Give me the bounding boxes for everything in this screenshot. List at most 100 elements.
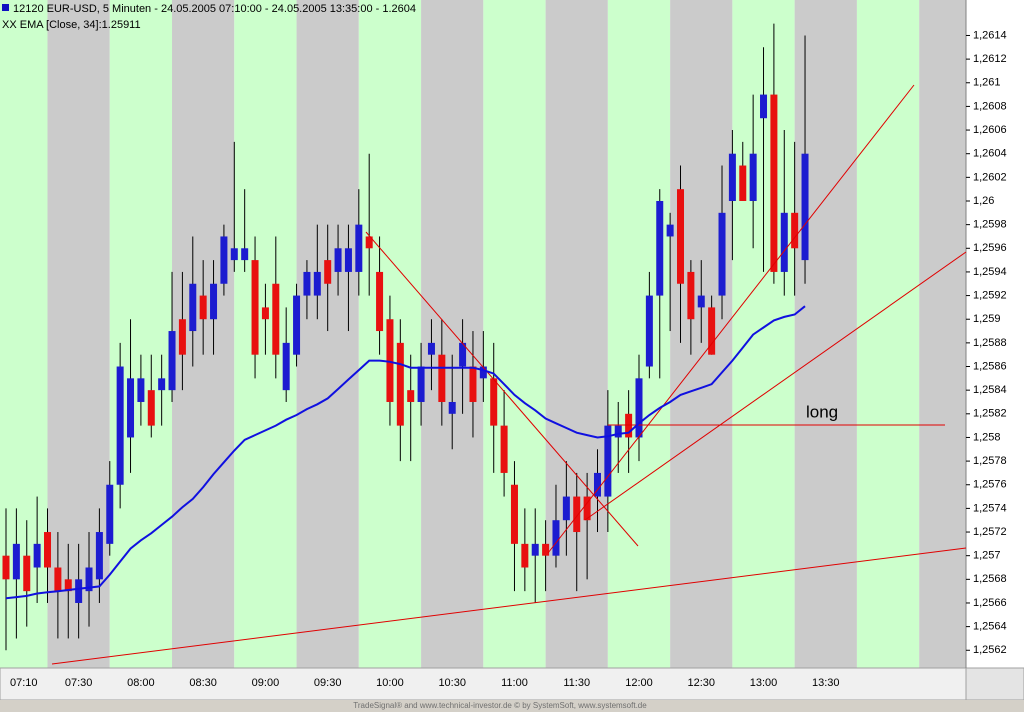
y-tick-label: 1,2572 [973,526,1007,538]
candle-body [780,212,788,272]
candle-body [220,236,228,284]
y-tick-label: 1,257 [973,550,1001,562]
candle-body [127,378,135,438]
y-tick-label: 1,2578 [973,455,1007,467]
y-tick-label: 1,26 [973,195,994,207]
y-tick-label: 1,2604 [973,148,1007,160]
candle-body [708,307,716,355]
x-tick-label: 10:00 [376,677,404,689]
time-band [296,0,359,668]
axis-corner [965,667,1024,701]
candle-body [85,567,93,592]
candle-body [770,94,778,272]
candle-body [697,295,705,308]
y-tick-label: 1,259 [973,313,1001,325]
candle-body [293,295,301,355]
candle-body [54,567,62,592]
x-tick-label: 11:00 [501,677,528,689]
candle-body [531,543,539,556]
y-tick-label: 1,2582 [973,408,1007,420]
y-tick-label: 1,2568 [973,573,1007,585]
candle-body [230,248,238,261]
x-tick-label: 08:00 [127,677,155,689]
candle-body [521,543,529,568]
y-tick-label: 1,2602 [973,171,1007,183]
candle-body [656,200,664,296]
candle-body [510,484,518,544]
y-tick-label: 1,2588 [973,337,1007,349]
candle-body [324,260,332,284]
candle-body [189,283,197,332]
footer: TradeSignal® and www.technical-investor.… [353,701,647,710]
candle-body [625,413,633,438]
candle-body [614,425,622,438]
candle-body [562,496,570,521]
candle-body [44,532,52,568]
candle-body [64,579,72,592]
candle-body [355,224,363,272]
candle-body [251,260,259,355]
y-tick-label: 1,2584 [973,384,1007,396]
candle-body [479,366,487,379]
candle-body [573,496,581,533]
candle-body [469,366,477,402]
candle-body [718,212,726,296]
trend-line [365,231,639,547]
time-band [919,0,966,668]
candle-body [106,484,114,544]
candle-body [168,331,176,391]
candle-body [137,378,145,402]
candle-body [448,401,456,414]
y-tick-label: 1,2562 [973,644,1007,656]
x-tick-label: 13:00 [750,677,778,689]
y-tick-label: 1,261 [973,77,1001,89]
price-axis-bg [966,0,1024,668]
x-tick-label: 12:30 [687,677,715,689]
y-tick-label: 1,2564 [973,621,1007,633]
time-band [109,0,173,668]
y-tick-label: 1,2576 [973,479,1007,491]
candle-body [677,189,685,284]
x-tick-label: 08:30 [189,677,217,689]
candle-body [760,94,768,119]
time-axis-bg [0,667,1024,701]
candle-body [666,224,674,237]
candle-body [490,378,498,426]
y-tick-label: 1,2596 [973,242,1007,254]
time-band [856,0,920,668]
candle-body [791,212,799,249]
candle-body [635,378,643,438]
x-tick-label: 09:00 [252,677,280,689]
x-tick-label: 11:30 [563,677,590,689]
y-tick-label: 1,2606 [973,124,1007,136]
y-tick-label: 1,2608 [973,100,1007,112]
candle-body [2,555,10,580]
trend-line [584,251,967,521]
candle-body [749,153,757,201]
candle-body [407,390,415,402]
candle-body [583,496,591,521]
x-tick-label: 09:30 [314,677,342,689]
candle-body [739,165,747,201]
candle-body [427,342,435,355]
candle-body [500,425,508,473]
candle-body [365,236,373,249]
candle-body [147,390,155,426]
chart-title: 12120 EUR-USD, 5 Minuten - 24.05.2005 07… [13,3,416,15]
candle-body [645,295,653,367]
candle-body [33,543,41,568]
candle-body [261,307,269,320]
x-tick-label: 07:10 [10,677,38,689]
footer-bar [0,700,1024,712]
candle-body [552,520,560,556]
candle-body [158,378,166,391]
candle-body [376,271,384,332]
candle-body [728,153,736,201]
y-tick-label: 1,258 [973,431,1001,443]
y-tick-label: 1,2594 [973,266,1007,278]
y-tick-label: 1,2586 [973,360,1007,372]
candle-body [12,543,20,580]
time-band [421,0,484,668]
x-tick-label: 07:30 [65,677,93,689]
